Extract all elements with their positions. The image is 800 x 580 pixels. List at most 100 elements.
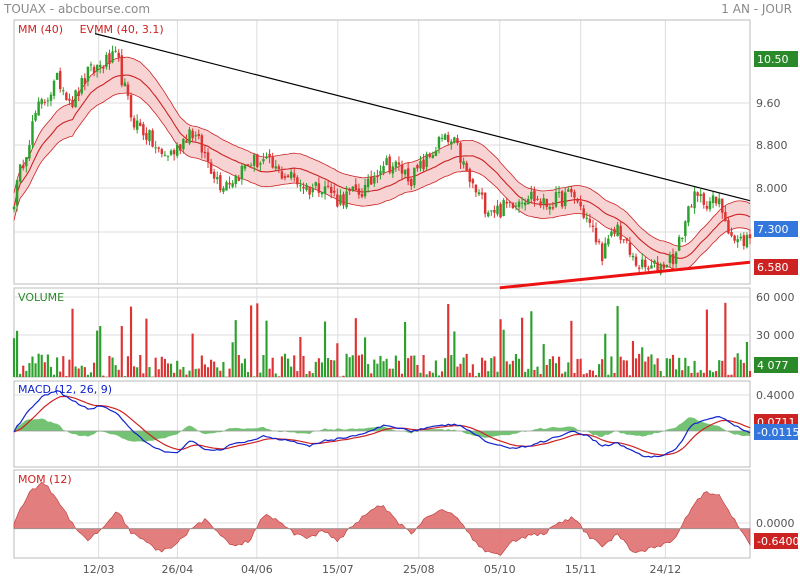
candle-body — [628, 242, 632, 255]
candle-body — [397, 162, 401, 165]
volume-bar — [228, 368, 231, 377]
volume-bar — [440, 371, 444, 377]
volume-bar — [413, 355, 416, 377]
candle-body — [231, 183, 234, 187]
legend-label: MOM (12) — [18, 473, 72, 486]
volume-bar — [671, 354, 675, 377]
volume-bar — [641, 347, 644, 377]
volume-bar — [182, 366, 185, 377]
value-badge — [754, 221, 798, 237]
candle-body — [493, 209, 496, 213]
volume-bar — [607, 374, 610, 377]
candle-body — [379, 170, 382, 175]
candle-body — [194, 135, 197, 137]
volume-bar — [647, 356, 650, 377]
candle-body — [536, 198, 539, 200]
volume-bar — [89, 372, 93, 377]
volume-bar — [711, 372, 715, 377]
candle-body — [22, 165, 25, 169]
volume-bar — [74, 366, 77, 377]
volume-bar — [265, 320, 268, 377]
candle-body — [68, 98, 71, 101]
candle-body — [490, 210, 493, 212]
candle-body — [640, 259, 644, 268]
candle-body — [600, 243, 604, 261]
candle-body — [551, 207, 555, 209]
volume-bar — [176, 360, 179, 377]
candle-body — [326, 185, 330, 187]
candle-body — [714, 196, 718, 204]
volume-bar — [533, 369, 536, 377]
candle-body — [730, 231, 733, 236]
volume-bar — [598, 364, 601, 377]
candle-body — [200, 135, 204, 153]
candle-body — [514, 205, 518, 207]
volume-bar — [185, 374, 188, 377]
volume-bar — [736, 353, 739, 377]
volume-bar — [31, 356, 34, 377]
candle-body — [311, 188, 314, 193]
volume-bar — [305, 373, 308, 377]
volume-bar — [456, 366, 459, 377]
volume-bar — [231, 342, 234, 377]
volume-bar — [271, 357, 274, 377]
candle-body — [684, 221, 687, 236]
candle-body — [302, 186, 305, 189]
period-label[interactable]: 1 AN - JOUR — [721, 2, 792, 16]
candle-body — [456, 138, 459, 143]
candle-body — [462, 161, 465, 165]
volume-bar — [382, 361, 385, 377]
volume-bar — [730, 374, 733, 377]
volume-bar — [345, 353, 348, 377]
volume-bar — [25, 370, 28, 377]
volume-bar — [56, 357, 59, 377]
candle-body — [31, 121, 34, 145]
volume-bar — [684, 357, 687, 377]
candle-body — [406, 168, 410, 182]
volume-bar — [687, 366, 690, 377]
volume-bar — [163, 358, 166, 377]
legend-label: EVMM (40, 3.1) — [80, 23, 164, 36]
volume-bar — [653, 364, 656, 377]
volume-bar — [108, 355, 111, 377]
volume-bar — [650, 354, 653, 377]
volume-bar — [299, 336, 302, 377]
volume-bar — [49, 366, 53, 377]
candle-body — [145, 133, 148, 140]
volume-bar — [213, 361, 216, 377]
candle-body — [419, 161, 422, 169]
volume-bar — [65, 376, 68, 377]
candle-body — [499, 204, 502, 218]
candle-body — [702, 193, 706, 205]
volume-bar — [400, 373, 404, 377]
candle-body — [637, 267, 641, 269]
candle-body — [487, 212, 490, 217]
volume-bar — [622, 360, 625, 377]
volume-bar — [545, 364, 548, 377]
volume-bar — [724, 302, 727, 377]
candle-body — [422, 159, 425, 170]
candle-body — [160, 149, 164, 155]
candle-body — [607, 238, 610, 245]
volume-bar — [308, 371, 311, 377]
candle-body — [296, 177, 299, 185]
candle-body — [86, 66, 90, 82]
volume-bar — [320, 362, 324, 377]
volume-bar — [634, 358, 638, 377]
volume-bar — [240, 363, 243, 377]
volume-bar — [92, 362, 96, 377]
evmm-band — [14, 57, 750, 271]
volume-bar — [699, 370, 702, 377]
candle-body — [369, 176, 373, 185]
volume-bar — [206, 367, 210, 377]
candle-body — [366, 178, 370, 188]
volume-bar — [188, 370, 191, 377]
volume-bar — [493, 356, 496, 377]
candle-body — [262, 159, 265, 162]
volume-bar — [499, 319, 502, 377]
volume-bar — [638, 353, 641, 377]
volume-bar — [394, 355, 397, 377]
candle-body — [265, 156, 268, 159]
legend-label: MACD (12, 26, 9) — [18, 383, 112, 396]
